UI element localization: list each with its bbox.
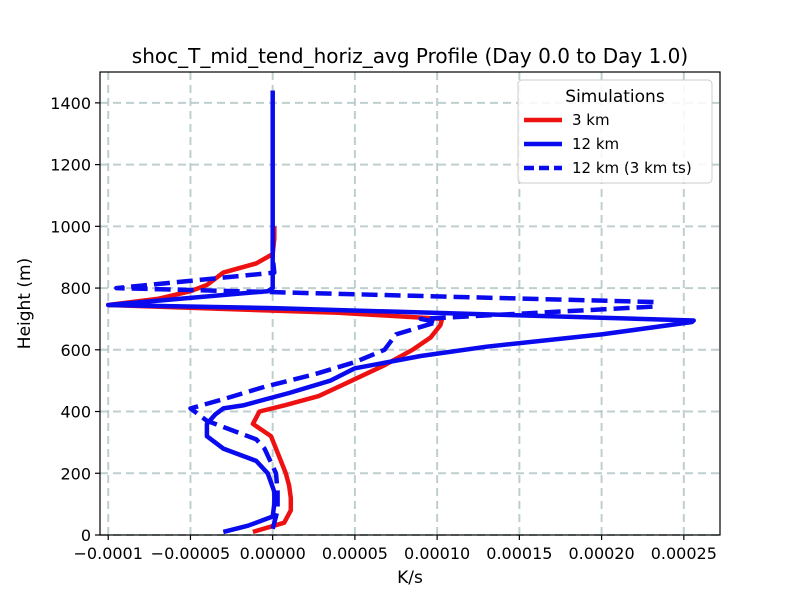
x-tick-label: 0.00000	[240, 544, 306, 563]
legend-label: 3 km	[572, 111, 610, 129]
series-layer	[105, 90, 696, 535]
y-tick-label: 1000	[50, 217, 91, 236]
legend-title: Simulations	[565, 87, 665, 107]
chart-title: shoc_T_mid_tend_horiz_avg Profile (Day 0…	[132, 44, 688, 68]
legend-box	[517, 79, 713, 184]
legend-label: 12 km (3 km ts)	[572, 159, 692, 177]
x-tick-label: 0.00020	[569, 544, 635, 563]
y-tick-label: 600	[60, 341, 91, 360]
legend-entries: 3 km 12 km 12 km (3 km ts)	[524, 111, 692, 177]
legend: Simulations 3 km 12 km 12 km (3 km ts)	[517, 79, 713, 184]
x-tick-label: −0.00005	[151, 544, 231, 563]
y-tick-label: 800	[60, 279, 91, 298]
y-tick-label: 1200	[50, 156, 91, 175]
x-tick-label: 0.00005	[322, 544, 388, 563]
ticks: −0.0001 −0.00005 0.00000 0.00005 0.00010 0.00…	[50, 94, 717, 563]
x-tick-label: −0.0001	[74, 544, 143, 563]
x-tick-label: 0.00010	[404, 544, 470, 563]
x-tick-label: 0.00025	[651, 544, 717, 563]
plot-frame	[99, 71, 721, 536]
x-tick-label: 0.00015	[486, 544, 552, 563]
series-line	[114, 235, 657, 530]
y-tick-label: 0	[81, 526, 91, 545]
legend-label: 12 km	[572, 135, 619, 153]
y-axis-label: Height (m)	[15, 258, 35, 349]
y-tick-label: 400	[60, 403, 91, 422]
x-axis-label: K/s	[397, 568, 423, 588]
series-line	[105, 90, 696, 535]
y-tick-label: 1400	[50, 94, 91, 113]
y-tick-label: 200	[60, 464, 91, 483]
